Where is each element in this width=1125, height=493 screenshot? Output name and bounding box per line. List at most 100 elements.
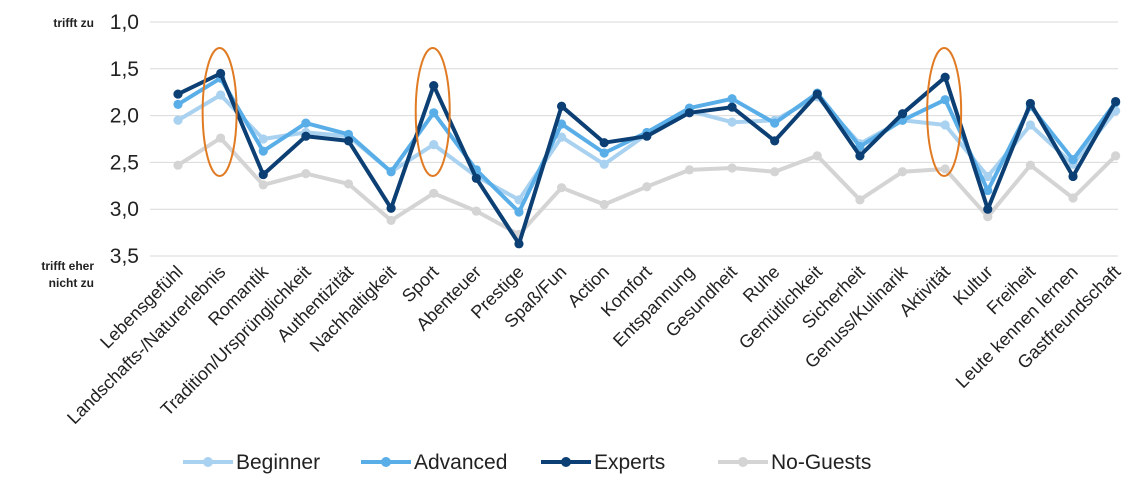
data-point xyxy=(173,160,183,170)
legend-swatch-marker xyxy=(381,457,391,467)
data-point xyxy=(642,182,652,192)
data-point xyxy=(429,108,439,118)
data-point xyxy=(216,68,226,79)
data-point xyxy=(471,206,481,216)
y-tick-label: 1,0 xyxy=(110,11,139,34)
highlight-ellipse xyxy=(201,47,238,177)
data-point xyxy=(1025,120,1035,130)
data-point xyxy=(684,165,695,175)
data-point xyxy=(983,171,993,182)
legend-swatch-marker xyxy=(203,457,213,467)
y-tick-label: 1,5 xyxy=(110,58,139,81)
data-point xyxy=(1111,96,1121,107)
data-point xyxy=(343,136,354,146)
grid-lines xyxy=(150,21,1118,257)
data-point xyxy=(216,133,226,143)
data-point xyxy=(343,179,354,189)
y-tick-label: 3,0 xyxy=(110,198,139,221)
legend-label: Advanced xyxy=(414,451,507,474)
data-point xyxy=(599,199,609,210)
data-point xyxy=(983,212,993,222)
legend-item-advanced: Advanced xyxy=(361,451,507,474)
highlight-ellipses xyxy=(201,47,963,177)
data-point xyxy=(599,148,609,158)
data-point xyxy=(216,90,226,100)
x-axis-labels: LebensgefühlLandschafts-/NaturerlebnisRo… xyxy=(63,261,1124,428)
data-point xyxy=(1111,151,1121,161)
y-tick-label: 2,5 xyxy=(110,151,139,174)
data-point xyxy=(556,132,567,142)
highlight-ellipse xyxy=(414,47,451,177)
data-point xyxy=(983,185,993,196)
data-point xyxy=(642,131,652,141)
data-point xyxy=(1068,154,1078,165)
legend-label: No-Guests xyxy=(771,451,871,474)
data-point xyxy=(770,118,780,128)
data-point xyxy=(940,95,950,105)
data-point xyxy=(386,167,396,177)
data-point xyxy=(258,180,268,190)
legend-label: Beginner xyxy=(236,451,320,474)
data-point xyxy=(301,169,311,179)
y-axis: trifft zu trifft eher nicht zu 1,0 1,5 2,0… xyxy=(41,11,139,290)
data-point xyxy=(429,188,439,198)
data-point xyxy=(556,119,567,129)
data-point xyxy=(258,146,268,156)
data-point xyxy=(301,131,311,141)
data-point xyxy=(897,109,908,119)
legend: Beginner Advanced Experts No-Guests xyxy=(183,451,871,474)
series-line xyxy=(176,76,1118,214)
legend-item-no-guests: No-Guests xyxy=(718,451,871,474)
data-point xyxy=(599,159,609,169)
data-point xyxy=(812,151,822,161)
data-point xyxy=(514,195,524,205)
data-point xyxy=(343,129,354,139)
data-point xyxy=(1025,98,1035,109)
data-point xyxy=(727,102,737,112)
series-experts xyxy=(173,68,1121,249)
data-point xyxy=(1068,193,1078,203)
data-point xyxy=(855,141,865,152)
data-point xyxy=(940,72,950,82)
series-advanced xyxy=(173,73,1121,217)
data-point xyxy=(429,81,439,91)
data-point xyxy=(684,108,695,118)
data-point xyxy=(258,169,268,180)
data-point xyxy=(983,204,993,214)
y-tick-label: 3,5 xyxy=(110,245,139,268)
data-point xyxy=(812,89,822,99)
data-point xyxy=(940,120,950,130)
data-point xyxy=(770,167,780,177)
data-point xyxy=(940,164,950,174)
data-point xyxy=(727,94,737,104)
y-axis-top-label: trifft zu xyxy=(53,16,94,30)
data-point xyxy=(173,115,183,125)
data-point xyxy=(514,207,524,217)
legend-item-experts: Experts xyxy=(541,451,665,474)
data-point xyxy=(599,138,609,148)
data-point xyxy=(173,99,183,109)
series-lines xyxy=(173,68,1121,249)
data-point xyxy=(471,173,481,183)
legend-swatch-marker xyxy=(738,457,748,467)
legend-label: Experts xyxy=(594,451,665,474)
data-point xyxy=(855,151,865,161)
legend-item-beginner: Beginner xyxy=(183,451,320,474)
data-point xyxy=(429,140,439,150)
data-point xyxy=(514,239,524,249)
data-point xyxy=(770,136,780,146)
data-point xyxy=(727,163,737,173)
data-point xyxy=(556,101,567,111)
data-point xyxy=(173,89,183,99)
y-tick-label: 2,0 xyxy=(110,105,139,128)
legend-swatch-marker xyxy=(561,457,571,467)
data-point xyxy=(386,215,396,226)
data-point xyxy=(897,167,908,177)
data-point xyxy=(855,195,865,205)
data-point xyxy=(727,117,737,127)
y-axis-bottom-label-line1: trifft eher xyxy=(41,259,94,273)
data-point xyxy=(556,183,567,193)
data-point xyxy=(1025,160,1035,170)
data-point xyxy=(386,203,396,213)
